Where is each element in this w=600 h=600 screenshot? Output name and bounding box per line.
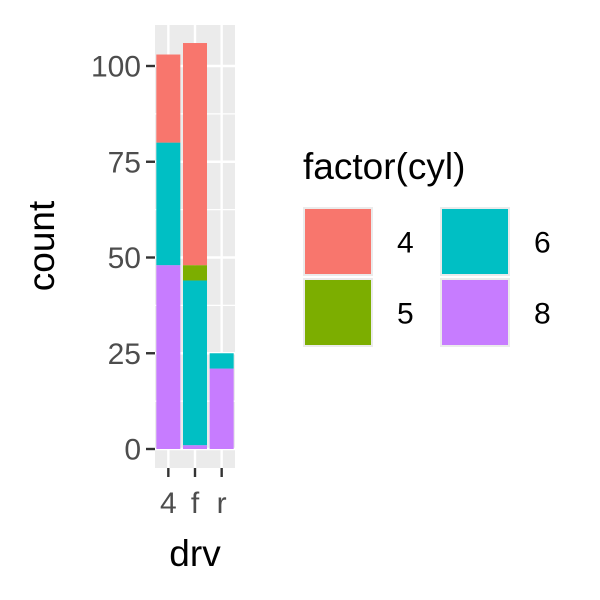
y-tick-label: 0 bbox=[124, 434, 141, 467]
x-tick-label: 4 bbox=[160, 487, 177, 520]
bars bbox=[156, 43, 234, 449]
x-axis-title: drv bbox=[169, 533, 221, 574]
bar-f-cyl-4 bbox=[183, 43, 207, 266]
y-axis-title: count bbox=[21, 200, 62, 291]
legend-label-cyl-8: 8 bbox=[534, 298, 551, 331]
legend-swatch-cyl-5 bbox=[305, 280, 371, 345]
bar-4-cyl-6 bbox=[156, 142, 181, 266]
bar-r-cyl-6 bbox=[209, 353, 234, 369]
legend-swatch-cyl-8 bbox=[442, 280, 508, 345]
y-tick-label: 50 bbox=[108, 242, 141, 275]
y-axis: 0 25 50 75 100 bbox=[91, 51, 155, 467]
bar-r-cyl-8 bbox=[209, 368, 234, 449]
y-tick-label: 75 bbox=[108, 146, 141, 179]
legend-swatch-cyl-4 bbox=[305, 209, 371, 274]
y-tick-label: 25 bbox=[108, 338, 141, 371]
bar-f-cyl-6 bbox=[183, 280, 207, 446]
bar-f-cyl-5 bbox=[183, 265, 207, 281]
y-tick-label: 100 bbox=[91, 51, 141, 84]
x-tick-label: f bbox=[191, 487, 200, 520]
bar-4-cyl-4 bbox=[156, 54, 181, 143]
legend-label-cyl-5: 5 bbox=[397, 298, 414, 331]
legend-swatch-cyl-6 bbox=[442, 209, 508, 274]
legend-label-cyl-4: 4 bbox=[397, 227, 414, 260]
legend: factor(cyl) 4 5 6 8 bbox=[303, 146, 551, 347]
legend-label-cyl-6: 6 bbox=[534, 227, 551, 260]
legend-title: factor(cyl) bbox=[303, 146, 465, 187]
bar-4-cyl-8 bbox=[156, 265, 181, 449]
x-tick-label: r bbox=[217, 487, 227, 520]
bar-f-cyl-8 bbox=[183, 445, 207, 449]
